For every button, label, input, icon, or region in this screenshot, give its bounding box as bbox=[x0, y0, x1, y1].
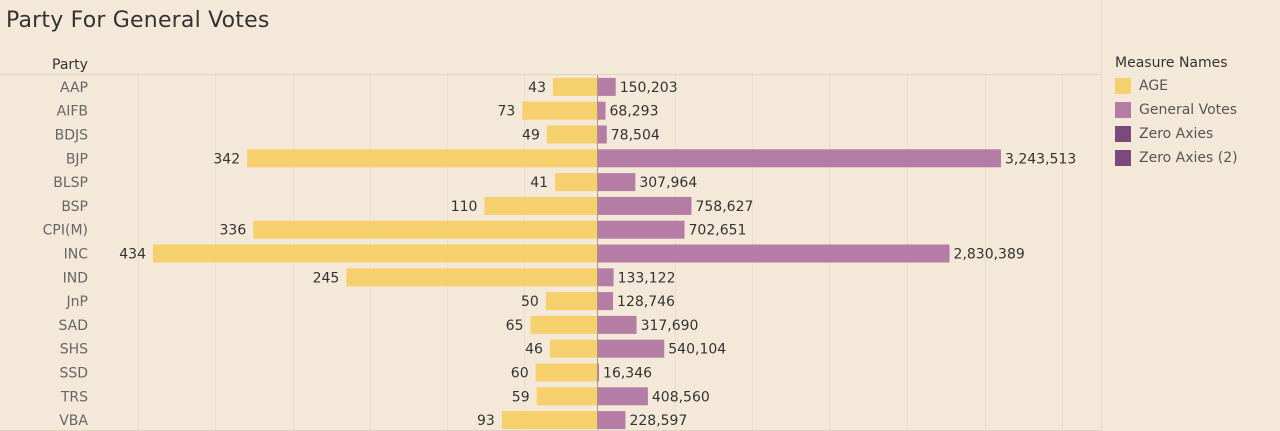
legend-divider bbox=[1101, 0, 1102, 431]
bar-general-votes bbox=[597, 339, 665, 358]
bar-general-votes bbox=[597, 292, 614, 311]
legend-swatch bbox=[1115, 102, 1131, 118]
bar-general-votes bbox=[597, 125, 607, 144]
bar-age bbox=[501, 411, 597, 430]
bar-age bbox=[530, 315, 597, 334]
category-label: BSP bbox=[61, 199, 88, 215]
data-label-general-votes: 68,293 bbox=[610, 104, 659, 120]
bar-age bbox=[253, 220, 598, 239]
bar-age bbox=[247, 149, 597, 168]
data-label-age: 43 bbox=[528, 80, 546, 96]
bar-general-votes bbox=[597, 149, 1001, 168]
legend-swatch bbox=[1115, 126, 1131, 142]
category-label: SAD bbox=[58, 318, 88, 334]
category-label: INC bbox=[64, 247, 89, 263]
bar-general-votes bbox=[597, 77, 616, 96]
data-label-general-votes: 758,627 bbox=[695, 199, 753, 215]
bar-age bbox=[549, 339, 597, 358]
data-label-general-votes: 3,243,513 bbox=[1005, 151, 1076, 167]
legend-label: General Votes bbox=[1139, 102, 1238, 118]
row-header: Party bbox=[52, 57, 88, 73]
data-label-age: 93 bbox=[477, 413, 495, 429]
bar-general-votes bbox=[597, 268, 614, 287]
data-label-age: 60 bbox=[511, 366, 529, 382]
data-label-age: 65 bbox=[506, 318, 524, 334]
data-label-general-votes: 317,690 bbox=[641, 318, 699, 334]
category-label: VBA bbox=[59, 413, 88, 429]
category-label: CPI(M) bbox=[43, 223, 88, 239]
legend-item-zero-axies-2[interactable]: Zero Axies (2) bbox=[1115, 146, 1238, 170]
category-label: BDJS bbox=[55, 128, 89, 144]
bar-general-votes bbox=[597, 173, 636, 192]
bar-age bbox=[346, 268, 597, 287]
bar-general-votes bbox=[597, 220, 685, 239]
data-label-age: 59 bbox=[512, 389, 530, 405]
legend-label: Zero Axies (2) bbox=[1139, 150, 1238, 166]
category-label: BJP bbox=[66, 151, 88, 167]
data-label-general-votes: 133,122 bbox=[618, 270, 676, 286]
bar-general-votes bbox=[597, 315, 637, 334]
legend-swatch bbox=[1115, 78, 1131, 94]
data-label-age: 50 bbox=[521, 294, 539, 310]
data-label-age: 336 bbox=[220, 223, 247, 239]
data-label-age: 110 bbox=[451, 199, 478, 215]
legend: Measure Names AGE General Votes Zero Axi… bbox=[1115, 55, 1238, 170]
bar-age bbox=[484, 196, 597, 215]
bar-general-votes bbox=[597, 363, 600, 382]
data-label-age: 73 bbox=[497, 104, 515, 120]
bar-age bbox=[545, 292, 597, 311]
legend-label: Zero Axies bbox=[1139, 126, 1214, 142]
data-label-general-votes: 16,346 bbox=[603, 366, 652, 382]
data-label-age: 41 bbox=[530, 175, 548, 191]
data-label-general-votes: 408,560 bbox=[652, 389, 710, 405]
bar-general-votes bbox=[597, 387, 648, 406]
category-label: SHS bbox=[60, 342, 88, 358]
category-label: JnP bbox=[66, 294, 88, 310]
data-label-general-votes: 150,203 bbox=[620, 80, 678, 96]
category-label: TRS bbox=[60, 389, 88, 405]
data-label-general-votes: 307,964 bbox=[639, 175, 697, 191]
category-label: SSD bbox=[59, 366, 88, 382]
bar-age bbox=[153, 244, 597, 263]
bar-age bbox=[546, 125, 597, 144]
legend-item-general-votes[interactable]: General Votes bbox=[1115, 98, 1238, 122]
chart-title: Party For General Votes bbox=[6, 8, 270, 33]
category-label: IND bbox=[63, 270, 88, 286]
legend-item-age[interactable]: AGE bbox=[1115, 74, 1238, 98]
legend-item-zero-axies[interactable]: Zero Axies bbox=[1115, 122, 1238, 146]
bar-general-votes bbox=[597, 101, 606, 120]
legend-swatch bbox=[1115, 150, 1131, 166]
data-label-general-votes: 128,746 bbox=[617, 294, 675, 310]
legend-title: Measure Names bbox=[1115, 55, 1228, 71]
data-label-general-votes: 2,830,389 bbox=[954, 247, 1025, 263]
data-label-general-votes: 540,104 bbox=[668, 342, 726, 358]
bar-general-votes bbox=[597, 244, 950, 263]
data-label-general-votes: 702,651 bbox=[689, 223, 747, 239]
category-label: BLSP bbox=[53, 175, 88, 191]
bar-general-votes bbox=[597, 411, 626, 430]
bar-age bbox=[535, 363, 597, 382]
bar-general-votes bbox=[597, 196, 692, 215]
data-label-age: 342 bbox=[213, 151, 240, 167]
data-label-age: 49 bbox=[522, 128, 540, 144]
legend-label: AGE bbox=[1139, 78, 1169, 94]
data-label-age: 245 bbox=[313, 270, 340, 286]
data-label-general-votes: 78,504 bbox=[611, 128, 660, 144]
bar-age bbox=[536, 387, 597, 406]
bar-age bbox=[553, 77, 597, 96]
category-label: AAP bbox=[60, 80, 88, 96]
data-label-general-votes: 228,597 bbox=[629, 413, 687, 429]
data-label-age: 434 bbox=[119, 247, 146, 263]
bar-age bbox=[555, 173, 597, 192]
category-label: AIFB bbox=[57, 104, 88, 120]
bar-age bbox=[522, 101, 597, 120]
data-label-age: 46 bbox=[525, 342, 543, 358]
